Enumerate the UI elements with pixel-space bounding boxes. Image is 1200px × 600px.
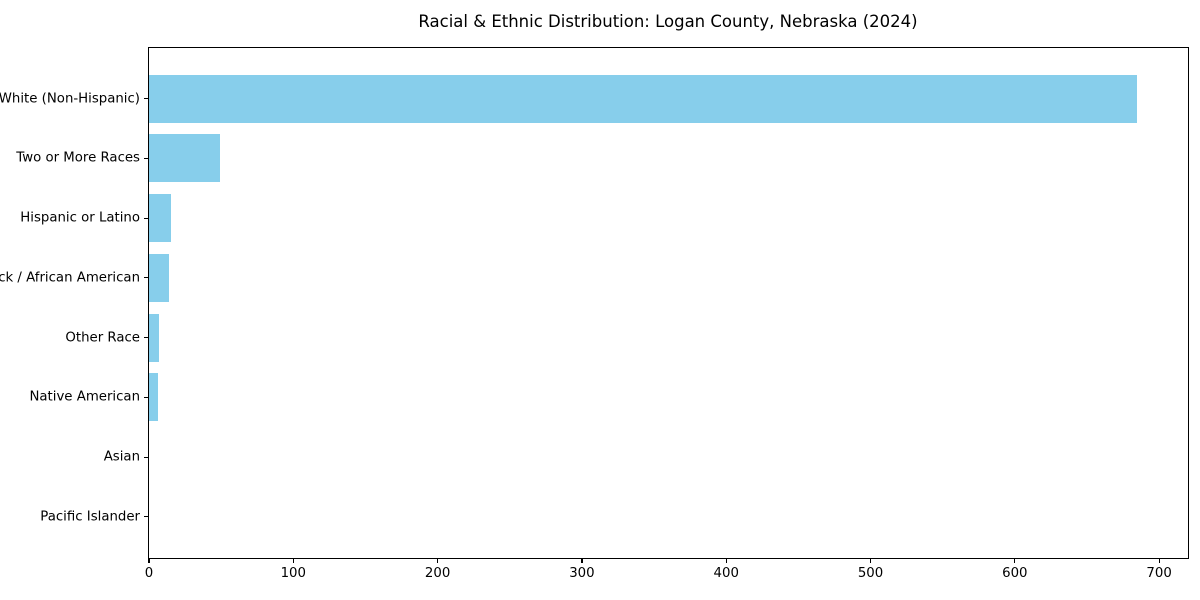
x-axis-tick-label: 300: [569, 566, 595, 581]
x-tick-mark: [725, 559, 727, 563]
x-tick-mark: [869, 559, 872, 563]
y-axis-category-label: Black / African American: [0, 270, 140, 286]
y-axis-category-label: White (Non-Hispanic): [0, 91, 140, 106]
y-tick-mark: [144, 456, 148, 458]
y-tick-mark: [144, 337, 148, 339]
bar: [149, 194, 171, 242]
y-tick-mark: [144, 277, 148, 279]
bar: [149, 134, 220, 183]
x-axis-tick-label: 400: [713, 566, 739, 581]
x-tick-mark: [1158, 559, 1160, 563]
bar: [149, 74, 1138, 123]
plot-area: White (Non-Hispanic) Two or More Races His…: [0, 47, 1189, 581]
x-tick-mark: [148, 559, 150, 563]
bar: [149, 373, 158, 422]
x-axis-tick-label: 500: [857, 566, 884, 581]
y-tick-mark: [144, 217, 148, 219]
chart-title: Racial & Ethnic Distribution: Logan Coun…: [418, 12, 918, 31]
x-tick-mark: [292, 559, 294, 563]
x-axis-tick-label: 200: [424, 566, 451, 581]
y-tick-mark: [144, 396, 148, 398]
x-axis-tick-label: 600: [1002, 566, 1028, 581]
x-axis-tick-label: 700: [1146, 566, 1172, 581]
y-axis-category-label: Native American: [29, 389, 140, 405]
bar: [149, 253, 170, 302]
x-axis-tick-label: 100: [280, 566, 306, 581]
y-axis-category-label: Hispanic or Latino: [20, 210, 140, 226]
y-tick-mark: [144, 98, 148, 100]
bar: [149, 313, 160, 362]
x-tick-mark: [1014, 559, 1016, 563]
x-tick-mark: [581, 559, 583, 563]
y-axis-category-label: Pacific Islander: [40, 509, 140, 525]
y-tick-mark: [144, 157, 148, 159]
x-tick-mark: [437, 559, 439, 563]
y-axis-category-label: Other Race: [65, 330, 140, 345]
y-tick-mark: [144, 516, 148, 518]
x-axis-tick-label: 0: [144, 566, 154, 581]
y-axis-category-label: Asian: [103, 449, 140, 465]
y-axis-category-label: Two or More Races: [16, 150, 140, 166]
